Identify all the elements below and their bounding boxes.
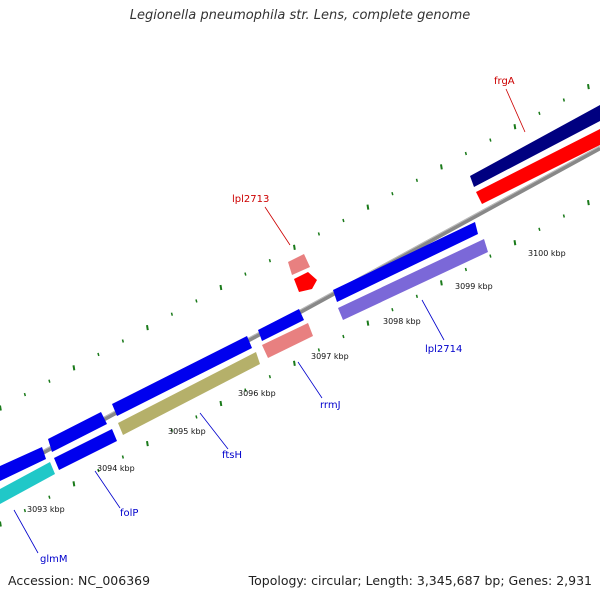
gene-label-folP[interactable]: folP xyxy=(120,508,138,519)
gene-cds-3093[interactable] xyxy=(0,447,46,481)
scale-tick xyxy=(97,352,100,357)
scale-tick xyxy=(538,111,541,115)
scale-tick xyxy=(464,267,468,272)
scale-tick xyxy=(513,124,517,130)
scale-tick xyxy=(244,272,247,276)
frgA-connector xyxy=(505,88,526,133)
scale-tick xyxy=(489,254,492,258)
lpl2714-connector xyxy=(421,299,445,341)
scale-tick xyxy=(366,320,370,326)
scale-tick xyxy=(415,178,419,182)
scale-tick xyxy=(0,405,2,411)
scale-tick xyxy=(391,308,394,312)
scale-tick xyxy=(464,151,468,156)
scale-tick xyxy=(317,232,321,236)
scale-tick xyxy=(587,83,590,90)
scale-label-3100: 3100 kbp xyxy=(528,249,566,258)
genome-summary-text: Topology: circular; Length: 3,345,687 bp… xyxy=(248,573,592,588)
scale-tick xyxy=(562,214,566,218)
lpl2713-connector xyxy=(264,206,291,246)
scale-tick xyxy=(317,348,321,352)
scale-tick xyxy=(293,244,296,250)
gene-label-lpl2714[interactable]: lpl2714 xyxy=(425,344,462,355)
scale-tick xyxy=(72,481,76,487)
scale-tick xyxy=(195,299,198,303)
gene-glmM[interactable] xyxy=(0,462,55,504)
scale-tick xyxy=(489,138,492,142)
scale-label-3095: 3095 kbp xyxy=(168,427,206,436)
tick-marks xyxy=(0,83,590,527)
scale-label-3098: 3098 kbp xyxy=(383,317,421,326)
gene-cds-3097[interactable] xyxy=(258,309,304,341)
scale-tick xyxy=(170,428,174,432)
gene-ftsH[interactable] xyxy=(118,352,260,435)
glmM-connector xyxy=(13,509,39,554)
scale-tick xyxy=(244,388,247,392)
gene-lpl2713-strand[interactable] xyxy=(294,272,317,292)
gene-cds-3094a[interactable] xyxy=(48,412,107,452)
scale-tick xyxy=(48,495,51,499)
scale-tick xyxy=(440,280,443,286)
accession-text: Accession: NC_006369 xyxy=(8,573,151,588)
scale-tick xyxy=(170,312,174,316)
gene-cds-3096[interactable] xyxy=(112,336,252,416)
scale-tick xyxy=(268,375,272,379)
scale-tick xyxy=(538,227,541,231)
scale-label-3097: 3097 kbp xyxy=(311,352,349,361)
gene-label-frgA[interactable]: frgA xyxy=(494,76,515,87)
scale-tick xyxy=(268,259,272,263)
scale-tick xyxy=(415,294,419,298)
gene-label-ftsH[interactable]: ftsH xyxy=(222,450,242,461)
scale-tick xyxy=(219,284,223,291)
scale-tick xyxy=(440,164,443,170)
gene-label-glmM[interactable]: glmM xyxy=(40,554,68,565)
scale-label-3099: 3099 kbp xyxy=(455,282,493,291)
folP-connector xyxy=(94,470,121,509)
scale-tick xyxy=(72,365,76,371)
scale-tick xyxy=(195,415,198,419)
rrmJ-connector xyxy=(297,361,323,399)
scale-tick xyxy=(562,98,566,102)
scale-tick xyxy=(23,508,27,513)
gene-folP[interactable] xyxy=(54,429,117,470)
scale-tick xyxy=(342,218,345,223)
map-title: Legionella pneumophila str. Lens, comple… xyxy=(129,8,471,23)
scale-tick xyxy=(293,360,296,366)
gene-frgA[interactable] xyxy=(470,105,600,187)
scale-label-3096: 3096 kbp xyxy=(238,389,276,398)
scale-tick xyxy=(0,521,2,527)
scale-tick xyxy=(121,455,125,459)
scale-tick xyxy=(391,192,394,196)
scale-tick xyxy=(121,339,125,343)
gene-lpl2714[interactable] xyxy=(338,239,488,320)
scale-tick xyxy=(97,468,100,473)
scale-tick xyxy=(48,379,51,383)
scale-tick xyxy=(342,334,345,339)
scale-tick xyxy=(587,199,590,206)
scale-tick xyxy=(366,204,370,210)
gene-lpl2714-cds[interactable] xyxy=(333,222,478,302)
gene-frgA-strand[interactable] xyxy=(476,129,600,204)
gene-rrmJ[interactable] xyxy=(262,323,313,358)
scale-tick xyxy=(146,440,149,447)
scale-tick xyxy=(146,324,149,331)
scale-label-3094: 3094 kbp xyxy=(97,464,135,473)
gene-lpl2713[interactable] xyxy=(288,254,310,275)
scale-label-3093: 3093 kbp xyxy=(27,505,65,514)
gene-label-rrmJ[interactable]: rrmJ xyxy=(320,400,341,411)
gene-label-lpl2713[interactable]: lpl2713 xyxy=(232,194,269,205)
ftsH-connector xyxy=(199,412,229,450)
scale-tick xyxy=(513,240,517,246)
scale-tick xyxy=(23,392,27,397)
scale-tick xyxy=(219,400,223,407)
